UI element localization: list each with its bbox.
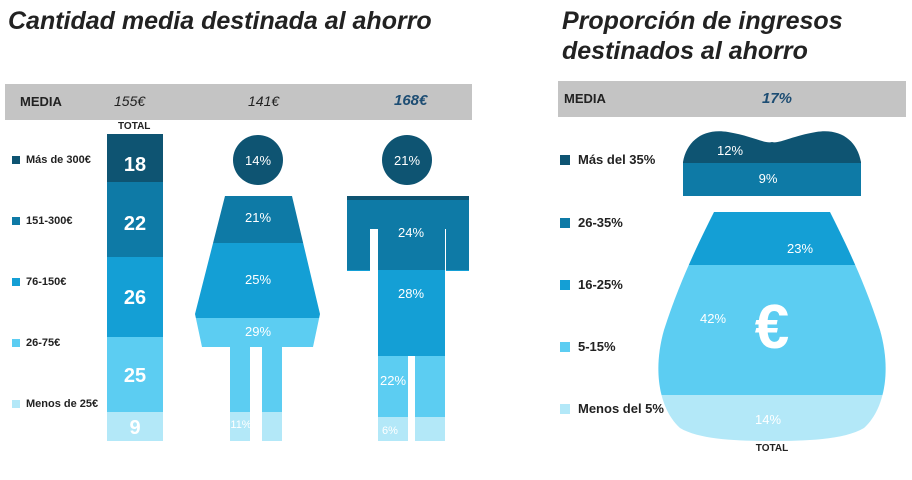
euro-symbol-icon: € xyxy=(755,293,789,362)
legend-label: 16-25% xyxy=(578,277,623,292)
legend-swatch xyxy=(560,279,570,290)
woman-label-76-150: 25% xyxy=(245,272,271,287)
legend-item-mas-300: Más de 300€ xyxy=(12,154,91,166)
bag-label-5-15: 42% xyxy=(700,311,726,326)
total-seg-26-75 xyxy=(107,337,163,412)
legend-item-menos-5: Menos del 5% xyxy=(560,401,664,416)
left-total-label: TOTAL xyxy=(118,121,151,132)
bag-seg-mas-35 xyxy=(683,131,861,163)
legend-label: 5-15% xyxy=(578,339,616,354)
right-chart-title: Proporción de ingresos destinados al aho… xyxy=(562,6,843,66)
left-media-label: MEDIA xyxy=(20,94,62,109)
left-chart-title: Cantidad media destinada al ahorro xyxy=(8,7,432,35)
woman-label-26-75: 29% xyxy=(245,324,271,339)
legend-item-5-15: 5-15% xyxy=(560,339,616,354)
legend-label: 151-300€ xyxy=(26,215,73,227)
total-label-menos-25: 9 xyxy=(129,417,140,439)
legend-item-76-150: 76-150€ xyxy=(12,276,66,288)
bag-seg-16-25 xyxy=(658,212,886,265)
right-media-value: 17% xyxy=(762,90,793,107)
right-total-label: TOTAL xyxy=(756,443,788,454)
media-total-value: 155€ xyxy=(114,93,146,109)
total-seg-151-300 xyxy=(107,182,163,257)
bag-label-menos-5: 14% xyxy=(755,412,781,427)
legend-swatch xyxy=(12,217,20,225)
legend-item-menos-25: Menos de 25€ xyxy=(12,398,98,410)
woman-seg-76-150 xyxy=(195,243,320,318)
legend-swatch xyxy=(12,339,20,347)
right-chart-title-line-1: Proporción de ingresos xyxy=(562,7,843,35)
legend-item-151-300: 151-300€ xyxy=(12,215,73,227)
woman-label-151-300: 21% xyxy=(245,210,271,225)
media-women-value: 141€ xyxy=(248,93,280,109)
media-men-value: 168€ xyxy=(394,92,428,109)
legend-item-16-25: 16-25% xyxy=(560,277,623,292)
bag-seg-menos-5 xyxy=(658,395,886,441)
man-seg-76-150 xyxy=(347,270,469,356)
bag-knot xyxy=(683,131,861,196)
woman-label-mas-300: 14% xyxy=(245,153,271,168)
right-media-label: MEDIA xyxy=(564,91,606,106)
total-label-mas-300: 18 xyxy=(124,154,146,176)
man-label-151-300: 24% xyxy=(398,225,424,240)
total-seg-mas-300 xyxy=(107,134,163,182)
man-label-mas-300: 21% xyxy=(394,153,420,168)
man-seg-26-75 xyxy=(347,356,469,417)
legend-swatch xyxy=(12,278,20,286)
legend-item-mas-35: Más del 35% xyxy=(560,152,655,167)
total-label-26-75: 25 xyxy=(124,365,146,387)
woman-label-menos-25: 11% xyxy=(230,419,251,431)
legend-swatch xyxy=(560,217,570,228)
left-media-bar xyxy=(5,84,472,120)
legend-swatch xyxy=(560,154,570,165)
bag-seg-5-15 xyxy=(658,265,886,395)
man-label-menos-25: 6% xyxy=(382,425,398,437)
man-seg-menos-25 xyxy=(347,417,469,441)
legend-label: Más del 35% xyxy=(578,152,656,167)
woman-figure-icon xyxy=(195,135,320,441)
total-seg-76-150 xyxy=(107,257,163,337)
legend-item-26-35: 26-35% xyxy=(560,215,623,230)
legend-label: Menos de 25€ xyxy=(26,398,99,410)
man-seg-151-300 xyxy=(347,200,469,270)
bag-label-16-25: 23% xyxy=(787,241,813,256)
right-media-bar xyxy=(558,81,906,117)
man-label-76-150: 28% xyxy=(398,286,424,301)
bag-seg-26-35 xyxy=(683,163,861,196)
bag-label-26-35: 9% xyxy=(759,171,778,186)
legend-swatch xyxy=(12,400,20,408)
money-bag-icon xyxy=(658,212,886,441)
legend-label: Más de 300€ xyxy=(26,154,91,166)
legend-item-26-75: 26-75€ xyxy=(12,337,60,349)
right-chart-title-line-2: destinados al ahorro xyxy=(562,37,808,65)
legend-swatch xyxy=(12,156,20,164)
bag-label-mas-35: 12% xyxy=(717,143,743,158)
legend-label: 26-75€ xyxy=(26,337,61,349)
woman-seg-menos-25 xyxy=(195,412,320,441)
legend-label: 26-35% xyxy=(578,215,623,230)
total-label-151-300: 22 xyxy=(124,213,146,235)
legend-swatch xyxy=(560,341,570,352)
legend-label: Menos del 5% xyxy=(578,401,664,416)
man-label-26-75: 22% xyxy=(380,373,406,388)
total-seg-menos-25 xyxy=(107,412,163,441)
legend-swatch xyxy=(560,403,570,414)
total-label-76-150: 26 xyxy=(124,287,146,309)
legend-label: 76-150€ xyxy=(26,276,67,288)
left-chart: 18 22 26 25 9 14% 21% 25% 29% 11% 21% 24… xyxy=(107,134,469,441)
